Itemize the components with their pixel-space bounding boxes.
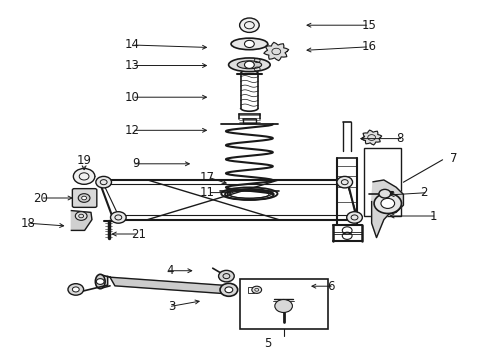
Polygon shape (264, 42, 288, 60)
Text: 13: 13 (124, 59, 139, 72)
Text: 6: 6 (326, 280, 333, 293)
Text: 20: 20 (33, 192, 48, 204)
Circle shape (68, 284, 83, 295)
Text: 9: 9 (132, 157, 139, 170)
Circle shape (251, 286, 261, 293)
Circle shape (224, 287, 232, 293)
FancyBboxPatch shape (72, 189, 97, 207)
Circle shape (72, 287, 79, 292)
Bar (247, 287, 253, 293)
Circle shape (75, 212, 87, 220)
Ellipse shape (231, 38, 267, 50)
Circle shape (78, 194, 90, 202)
Circle shape (81, 196, 86, 200)
Circle shape (274, 300, 292, 312)
Text: 10: 10 (124, 91, 139, 104)
Circle shape (378, 189, 390, 198)
Text: 1: 1 (428, 210, 436, 222)
Text: 4: 4 (166, 264, 173, 277)
Bar (239, 279, 327, 329)
Ellipse shape (228, 58, 270, 72)
Circle shape (96, 176, 111, 188)
Circle shape (239, 18, 259, 32)
Circle shape (346, 212, 362, 223)
Text: 12: 12 (124, 124, 139, 137)
Bar (364, 148, 400, 216)
Circle shape (244, 61, 254, 68)
Text: 21: 21 (131, 228, 146, 240)
Polygon shape (371, 180, 403, 238)
Text: 16: 16 (361, 40, 376, 53)
Text: 14: 14 (124, 39, 139, 51)
Circle shape (96, 279, 104, 284)
Text: 3: 3 (168, 300, 176, 313)
Polygon shape (110, 277, 231, 294)
Ellipse shape (237, 61, 261, 69)
Ellipse shape (95, 274, 105, 289)
Text: 7: 7 (449, 152, 456, 165)
Text: 17: 17 (200, 171, 215, 184)
Text: 11: 11 (200, 186, 215, 199)
Circle shape (380, 198, 394, 208)
Circle shape (110, 212, 126, 223)
Circle shape (336, 176, 352, 188)
Circle shape (373, 193, 401, 213)
Text: 19: 19 (77, 154, 91, 167)
Text: 8: 8 (395, 132, 403, 145)
Polygon shape (71, 211, 92, 230)
Text: 5: 5 (264, 337, 271, 350)
Circle shape (218, 270, 234, 282)
Circle shape (220, 283, 237, 296)
Polygon shape (361, 130, 381, 145)
Circle shape (73, 168, 95, 184)
Circle shape (244, 40, 254, 48)
Text: 15: 15 (361, 19, 376, 32)
Text: 18: 18 (20, 217, 35, 230)
Text: 2: 2 (420, 186, 427, 199)
